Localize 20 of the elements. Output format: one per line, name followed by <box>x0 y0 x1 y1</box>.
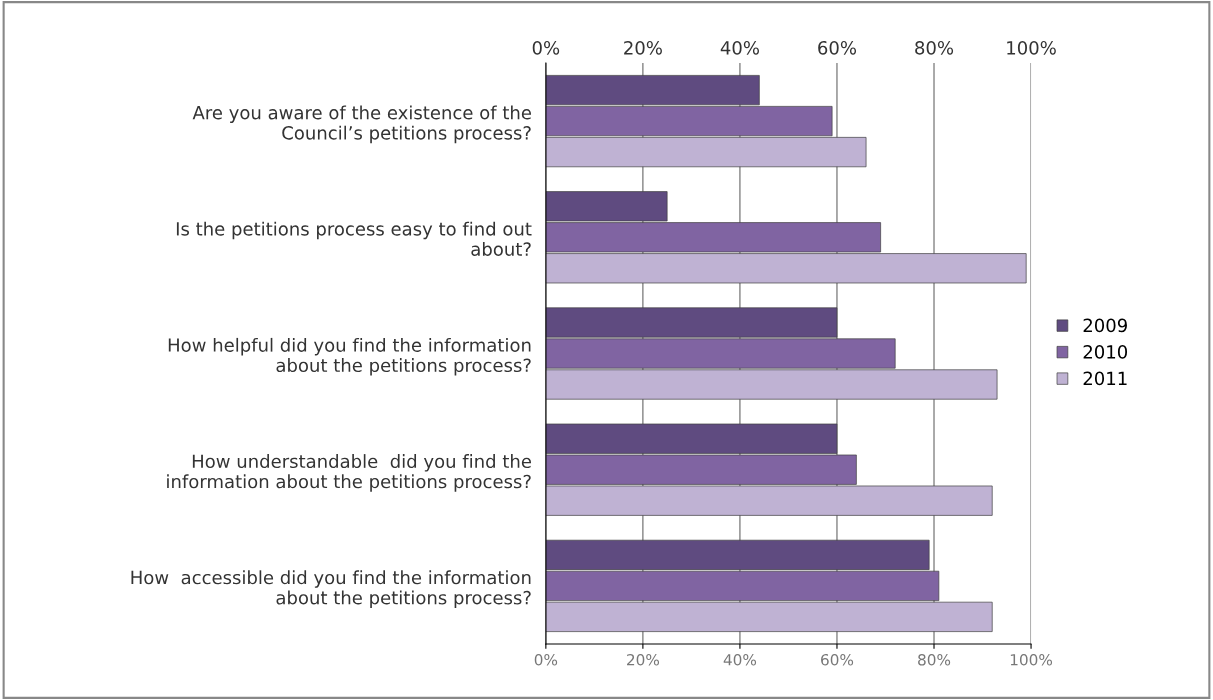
x2-tick-label: 60% <box>818 40 857 55</box>
x-tick-label: 100% <box>1010 653 1053 666</box>
x-tick-label: 20% <box>627 653 660 666</box>
y-tick-label: Is the petitions process easy to find out about? <box>176 221 532 256</box>
x2-tick-label: 80% <box>915 40 954 55</box>
x-tick-label: 80% <box>918 653 951 666</box>
legend-label: 2009 <box>1083 318 1127 333</box>
y-tick-label: Are you aware of the existence of the Council’s petitions process? <box>192 105 531 144</box>
legend-label: 2011 <box>1083 371 1127 386</box>
x2-tick-label: 20% <box>624 40 662 55</box>
x-tick-label: 60% <box>821 653 854 666</box>
x-tick-label: 40% <box>723 653 757 666</box>
y-tick-label: How understandable did you find the information about the petitions process? <box>167 454 531 492</box>
x2-tick-label: 100% <box>1007 40 1056 55</box>
y-tick-label: How accessible did you find the information about the petitions process? <box>131 570 531 608</box>
legend-label: 2010 <box>1083 345 1128 359</box>
x2-tick-label: 0% <box>532 40 560 55</box>
y-tick-label: How helpful did you find the information about the petitions process? <box>168 337 531 376</box>
x-tick-label: 0% <box>534 653 558 666</box>
x2-tick-label: 40% <box>720 40 759 55</box>
